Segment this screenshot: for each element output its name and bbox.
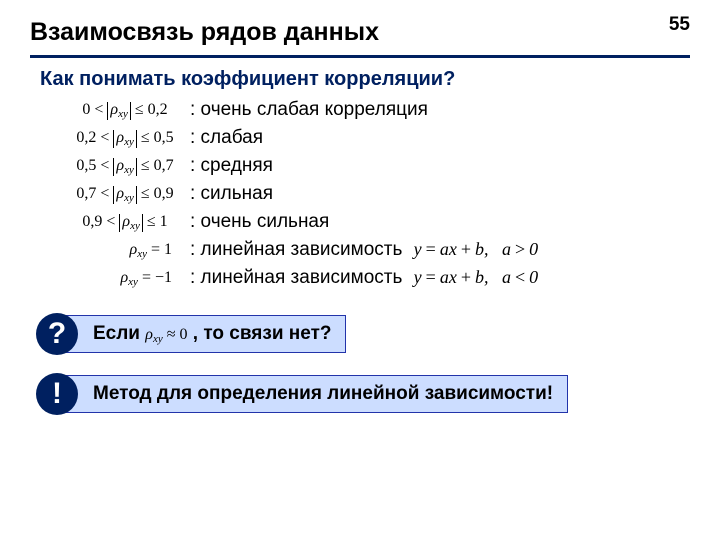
correlation-ranges: 0 < ρxy ≤ 0,2 : очень слабая корреляция … [0,99,720,289]
range-row: 0,5 < ρxy ≤ 0,7 : средняя [60,155,720,177]
range-row: 0,2 < ρxy ≤ 0,5 : слабая [60,127,720,149]
range-formula: 0,7 < ρxy ≤ 0,9 [60,185,190,204]
callouts: ? Если ρxy ≈ 0 , то связи нет? ! Метод д… [0,295,720,413]
exact-row: ρxy = 1 : линейная зависимость y=ax+b, a… [60,239,720,261]
question-callout: ? Если ρxy ≈ 0 , то связи нет? [42,315,720,353]
subtitle: Как понимать коэффициент корреляции? [0,58,720,99]
page-number: 55 [669,14,690,36]
range-desc: : очень сильная [190,211,329,233]
exact-formula: ρxy = −1 [60,269,190,288]
range-formula: 0,5 < ρxy ≤ 0,7 [60,157,190,176]
warning-box: Метод для определения линейной зависимос… [66,375,568,413]
question-box: Если ρxy ≈ 0 , то связи нет? [66,315,346,353]
exact-desc: : линейная зависимость y=ax+b, a<0 [190,267,538,289]
exact-desc: : линейная зависимость y=ax+b, a>0 [190,239,538,261]
range-desc: : средняя [190,155,273,177]
slide-title: Взаимосвязь рядов данных [0,0,720,52]
exact-equation: y=ax+b, a>0 [408,239,538,259]
warning-callout: ! Метод для определения линейной зависим… [42,375,720,413]
range-row: 0 < ρxy ≤ 0,2 : очень слабая корреляция [60,99,720,121]
question-icon: ? [36,313,78,355]
exact-formula: ρxy = 1 [60,241,190,260]
range-row: 0,7 < ρxy ≤ 0,9 : сильная [60,183,720,205]
range-desc: : очень слабая корреляция [190,99,428,121]
range-formula: 0,2 < ρxy ≤ 0,5 [60,129,190,148]
exact-row: ρxy = −1 : линейная зависимость y=ax+b, … [60,267,720,289]
range-desc: : слабая [190,127,263,149]
range-row: 0,9 < ρxy ≤ 1 : очень сильная [60,211,720,233]
range-desc: : сильная [190,183,273,205]
range-formula: 0 < ρxy ≤ 0,2 [60,101,190,120]
exclamation-icon: ! [36,373,78,415]
exact-equation: y=ax+b, a<0 [408,267,538,287]
range-formula: 0,9 < ρxy ≤ 1 [60,213,190,232]
